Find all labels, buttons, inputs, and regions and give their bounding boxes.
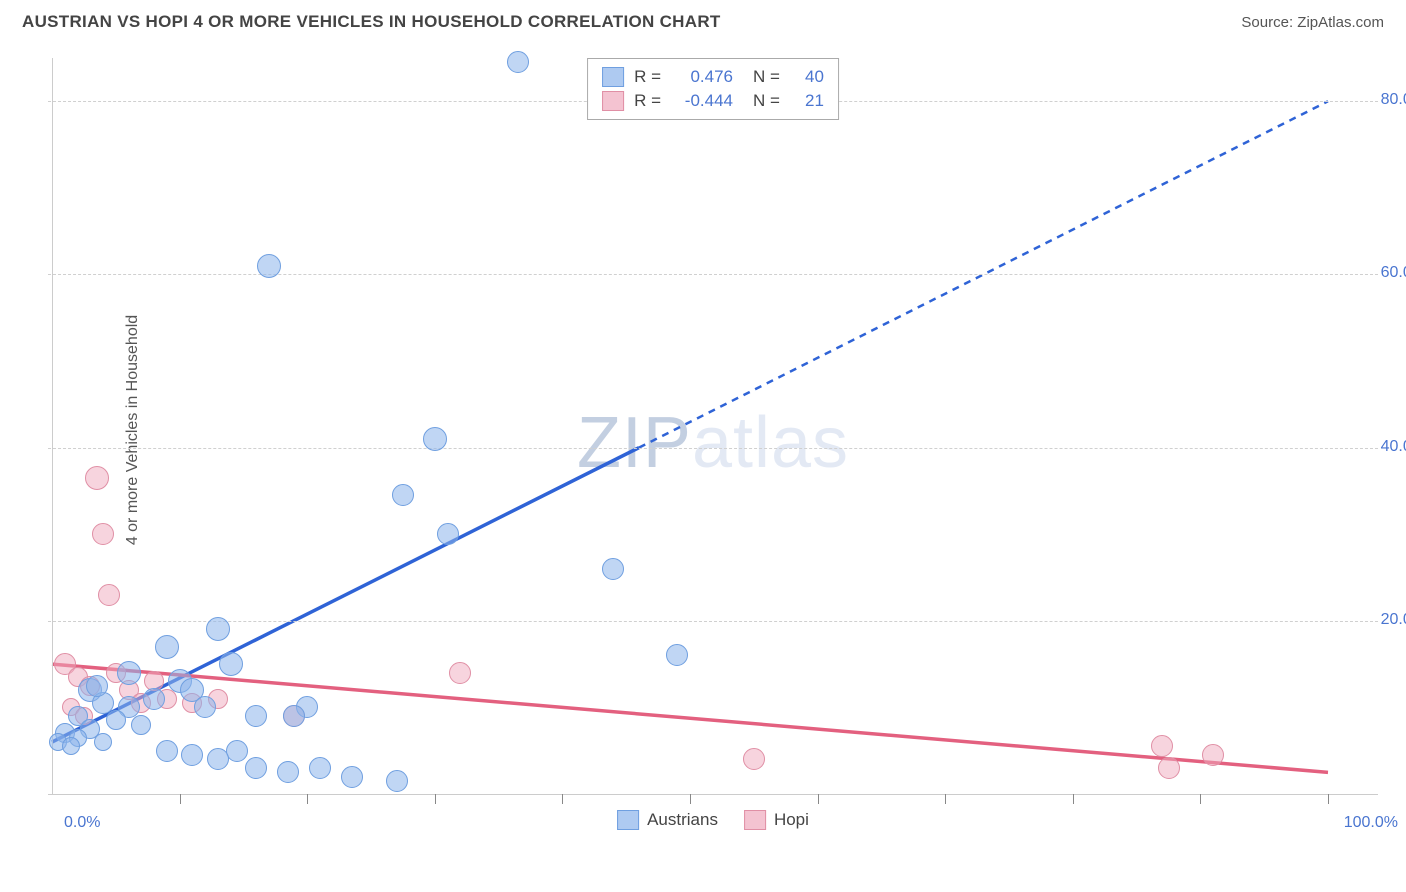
x-tick (690, 794, 691, 804)
data-point (283, 705, 305, 727)
x-tick (435, 794, 436, 804)
data-point (207, 748, 229, 770)
legend-n-label: N = (753, 67, 780, 87)
x-tick (562, 794, 563, 804)
legend-item: Hopi (744, 810, 809, 830)
data-point (392, 484, 414, 506)
x-axis-min: 0.0% (64, 814, 100, 832)
data-point (98, 584, 120, 606)
x-axis-max: 100.0% (1344, 814, 1398, 832)
data-point (257, 254, 281, 278)
y-tick-label: 80.0% (1381, 91, 1406, 109)
legend-swatch (617, 810, 639, 830)
legend-swatch (602, 67, 624, 87)
data-point (277, 761, 299, 783)
data-point (62, 737, 80, 755)
series-legend: Austrians Hopi (617, 810, 809, 830)
legend-r-value: 0.476 (671, 67, 733, 87)
legend-row: R = 0.476 N = 40 (602, 65, 824, 89)
gridline (48, 621, 1378, 622)
data-point (106, 710, 126, 730)
x-tick (180, 794, 181, 804)
y-tick-label: 60.0% (1381, 264, 1406, 282)
legend-n-value: 40 (790, 67, 824, 87)
correlation-legend: R = 0.476 N = 40 R = -0.444 N = 21 (587, 58, 839, 120)
gridline (48, 274, 1378, 275)
data-point (602, 558, 624, 580)
data-point (341, 766, 363, 788)
data-point (437, 523, 459, 545)
data-point (181, 744, 203, 766)
legend-r-label: R = (634, 67, 661, 87)
x-tick (307, 794, 308, 804)
legend-swatch (744, 810, 766, 830)
chart-source: Source: ZipAtlas.com (1241, 14, 1384, 31)
data-point (85, 466, 109, 490)
data-point (155, 635, 179, 659)
x-tick (1073, 794, 1074, 804)
data-point (1158, 757, 1180, 779)
data-point (143, 688, 165, 710)
watermark: ZIPatlas (577, 402, 849, 484)
legend-label: Austrians (647, 810, 718, 830)
data-point (156, 740, 178, 762)
gridline (48, 448, 1378, 449)
x-tick (1200, 794, 1201, 804)
data-point (449, 662, 471, 684)
data-point (194, 696, 216, 718)
data-point (94, 733, 112, 751)
chart-title: AUSTRIAN VS HOPI 4 OR MORE VEHICLES IN H… (22, 12, 721, 32)
legend-n-value: 21 (790, 91, 824, 111)
data-point (309, 757, 331, 779)
data-point (1202, 744, 1224, 766)
data-point (1151, 735, 1173, 757)
y-tick-label: 20.0% (1381, 611, 1406, 629)
x-tick (1328, 794, 1329, 804)
data-point (386, 770, 408, 792)
legend-n-label: N = (753, 91, 780, 111)
data-point (245, 705, 267, 727)
x-axis-line (48, 794, 1378, 795)
data-point (423, 427, 447, 451)
legend-swatch (602, 91, 624, 111)
y-axis-line (52, 58, 53, 794)
data-point (219, 652, 243, 676)
data-point (245, 757, 267, 779)
data-point (226, 740, 248, 762)
x-tick (818, 794, 819, 804)
legend-row: R = -0.444 N = 21 (602, 89, 824, 113)
data-point (86, 675, 108, 697)
data-point (206, 617, 230, 641)
legend-r-value: -0.444 (671, 91, 733, 111)
legend-item: Austrians (617, 810, 718, 830)
data-point (117, 661, 141, 685)
data-point (92, 523, 114, 545)
data-point (666, 644, 688, 666)
data-point (743, 748, 765, 770)
y-tick-label: 40.0% (1381, 438, 1406, 456)
x-tick (945, 794, 946, 804)
scatter-chart: ZIPatlas R =0.476N =40R =-0.444N =21 0.0… (48, 58, 1378, 828)
data-point (131, 715, 151, 735)
legend-label: Hopi (774, 810, 809, 830)
data-point (507, 51, 529, 73)
legend-r-label: R = (634, 91, 661, 111)
